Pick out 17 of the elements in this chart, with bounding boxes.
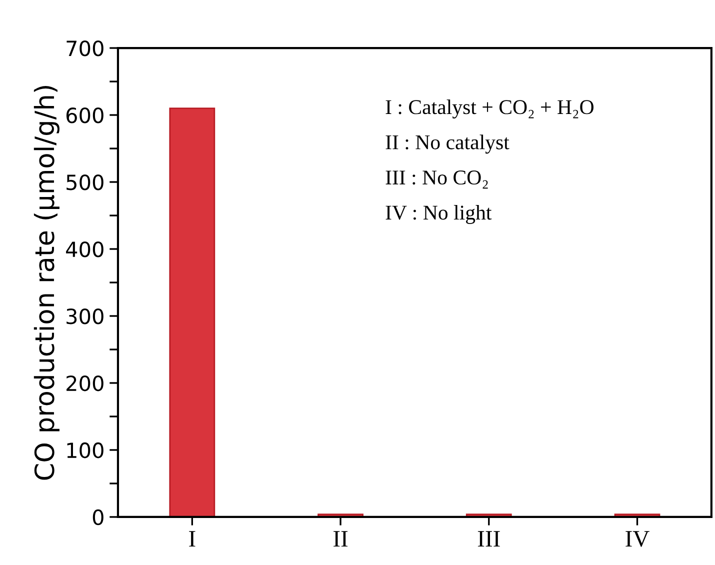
- annotation: III : No CO₂: [386, 170, 488, 189]
- annotation: IV : No light: [386, 205, 492, 224]
- x-tick-label: IV: [626, 531, 650, 547]
- x-tick-label: II: [334, 531, 348, 547]
- y-tick-label: 300: [66, 308, 104, 324]
- y-tick-label: 700: [66, 40, 104, 56]
- y-tick-label: 100: [67, 442, 104, 458]
- annotation: II : No catalyst: [386, 134, 510, 154]
- y-tick-label: 200: [66, 375, 104, 392]
- y-tick-label: 400: [66, 241, 104, 258]
- y-tick-label: 0: [92, 509, 104, 526]
- x-tick-label: III: [478, 531, 500, 547]
- y-axis-title: CO production rate (μmol/g/h): [34, 86, 60, 480]
- y-tick-label: 500: [66, 174, 104, 190]
- y-tick-label: 600: [66, 107, 104, 124]
- annotation: I : Catalyst + CO₂ + H₂O: [386, 100, 594, 118]
- x-tick-label: I: [189, 531, 196, 547]
